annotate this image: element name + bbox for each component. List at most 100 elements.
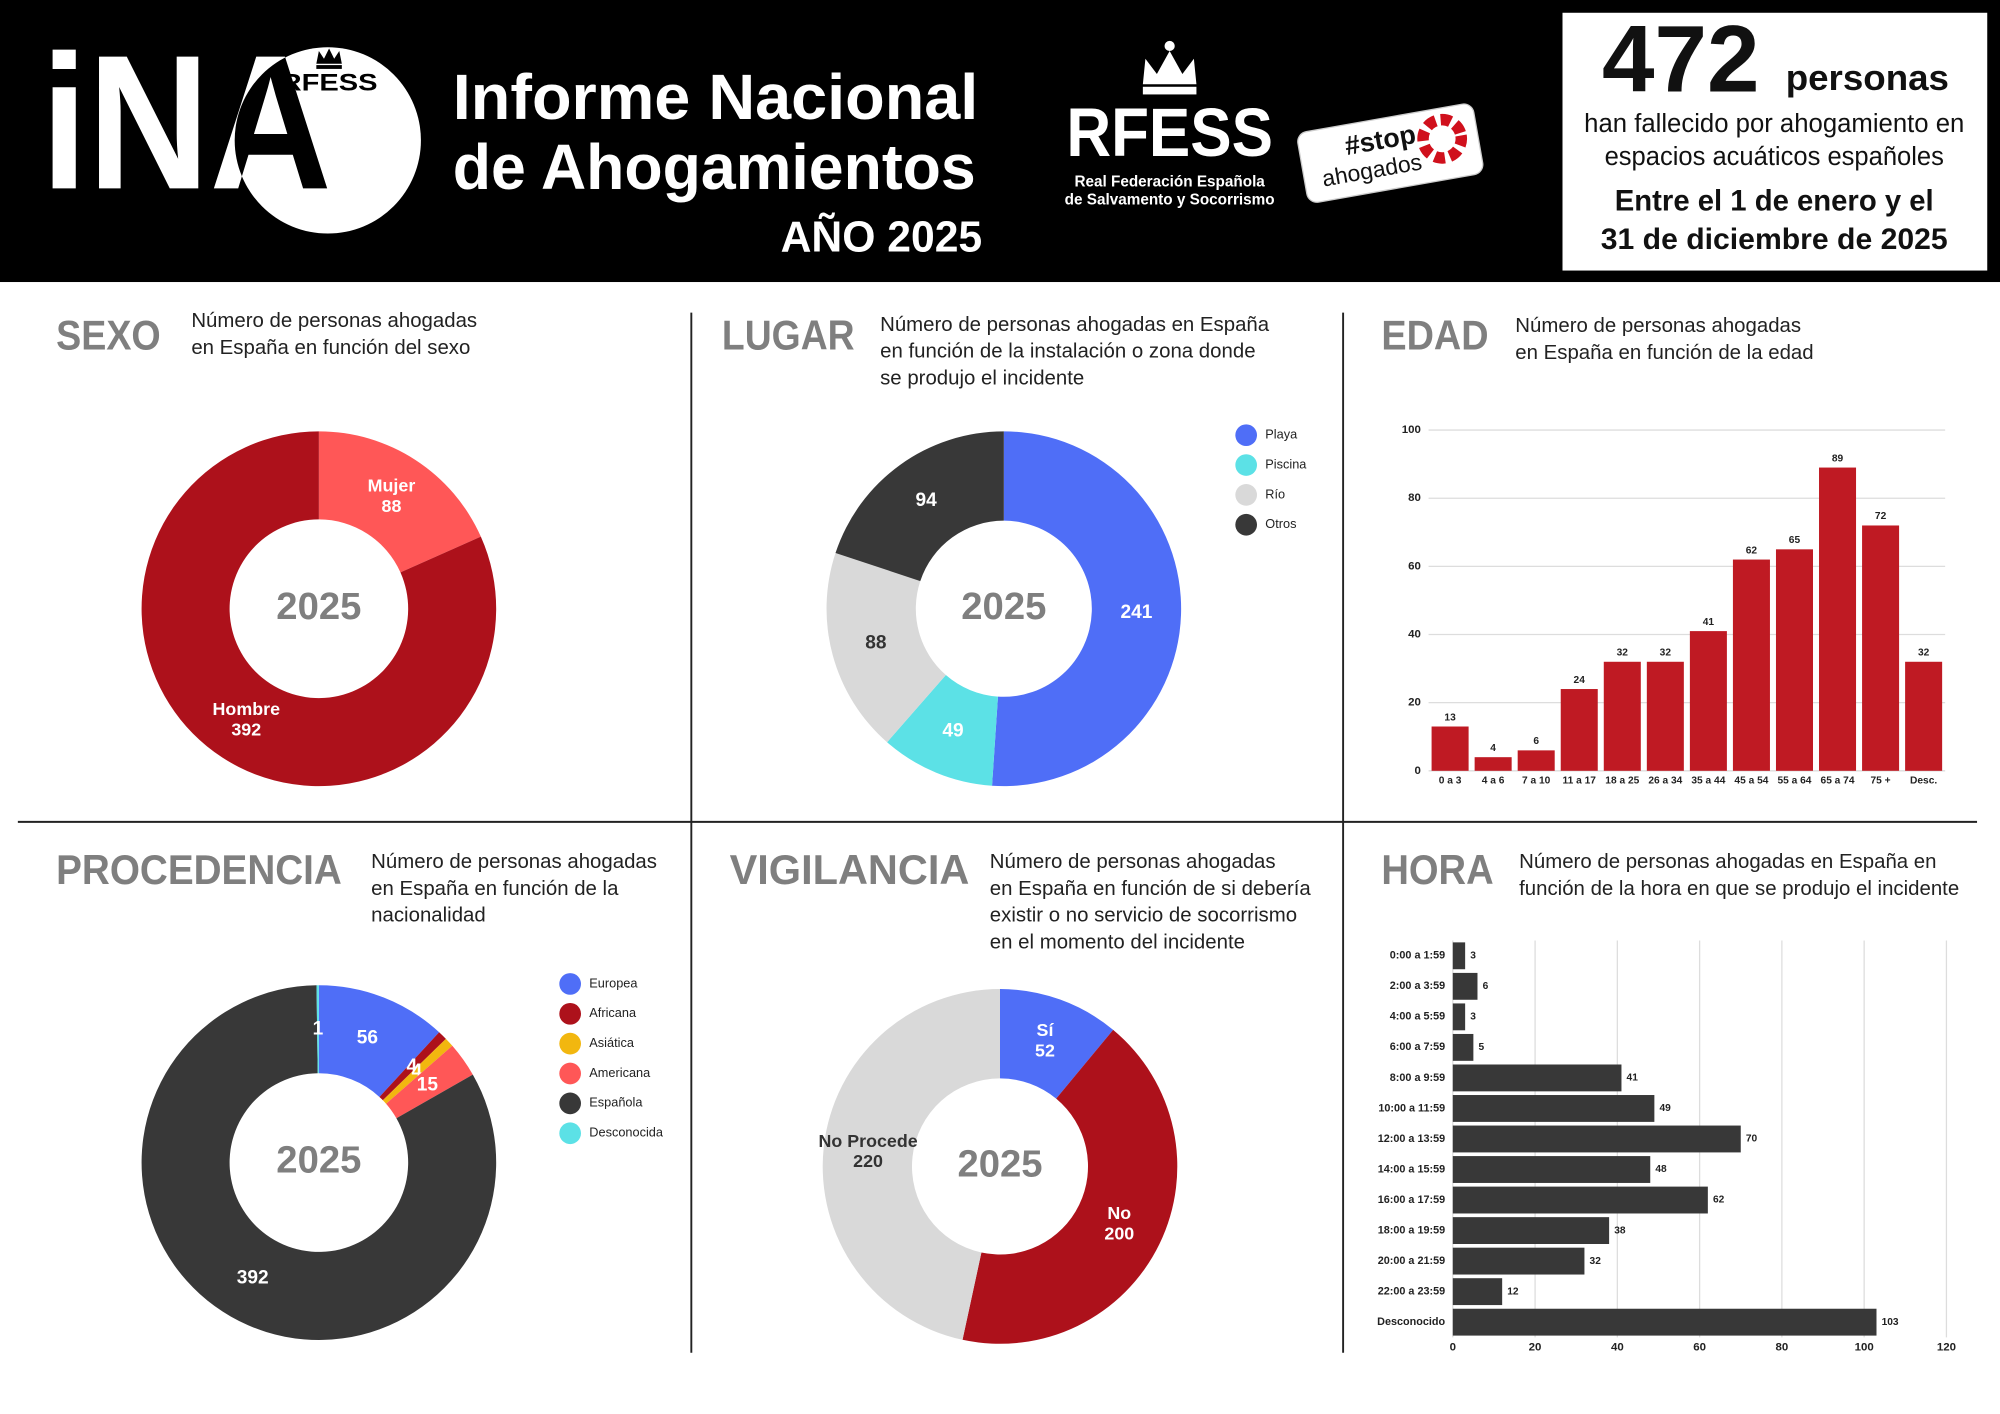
panel-subtitle: Número de personas ahogadas [1515,315,1801,337]
panel-subtitle: en España en función del sexo [191,337,470,359]
lifebuoy-icon [1417,113,1468,164]
y-tick-label: 6:00 a 7:59 [1390,1041,1445,1053]
slice-label: 241 [1120,602,1152,623]
y-tick-label: Desconocido [1377,1316,1445,1328]
panel-subtitle: Número de personas ahogadas [371,851,657,873]
summary-count: 472 [1602,7,1759,112]
y-tick-label: 40 [1408,629,1421,641]
donut-slice [318,985,440,1097]
logo-badge: RFESS [281,70,378,97]
panel-title: EDAD [1381,311,1488,358]
bar [1474,757,1512,771]
panel-subtitle: en función de la instalación o zona dond… [880,341,1255,363]
value-label: 6 [1483,981,1489,992]
value-label: 62 [1746,545,1758,556]
bar [1775,549,1813,771]
bar [1646,661,1684,771]
slice-label: 220 [853,1151,883,1171]
slice-name: Mujer [368,475,416,495]
y-tick-label: 80 [1408,492,1421,504]
panel-subtitle: Número de personas ahogadas en España en [1519,851,1936,873]
value-label: 32 [1617,648,1629,659]
summary-text: han fallecido por ahogamiento en [1584,110,1964,138]
legend-label: Americana [589,1065,651,1080]
panel-title: LUGAR [722,311,855,358]
summary-period: Entre el 1 de enero y el [1615,185,1934,218]
slice-label: 200 [1104,1223,1134,1243]
legend-label: Río [1265,486,1285,501]
panel-subtitle: existir o no servicio de socorrismo [990,905,1297,927]
legend-swatch [559,1032,581,1055]
value-label: 32 [1660,648,1672,659]
value-label: 6 [1533,736,1539,747]
legend-label: Otros [1265,516,1296,531]
bar [1452,1278,1503,1306]
x-tick-label: 26 a 34 [1648,776,1682,787]
y-tick-label: 16:00 a 17:59 [1378,1194,1445,1206]
bar [1862,525,1900,771]
bar [1452,1033,1474,1061]
panel-subtitle: en España en función de la [371,878,619,900]
bar [1452,1156,1651,1183]
value-label: 38 [1614,1225,1626,1236]
panel-subtitle: en España en función de la edad [1515,342,1813,364]
bar [1517,750,1555,771]
panel-title: SEXO [56,311,161,358]
bar [1452,1217,1610,1245]
x-tick-label: 20 [1529,1342,1542,1354]
bar [1452,972,1478,1000]
value-label: 3 [1470,950,1476,961]
value-label: 3 [1470,1012,1476,1023]
donut-slice [318,431,481,573]
y-tick-label: 20 [1408,697,1421,709]
legend-swatch [559,1062,581,1085]
donut-slice [835,431,1004,582]
center-label: 2025 [957,1143,1042,1186]
legend-label: Africana [589,1005,637,1020]
summary-unit: personas [1786,58,1949,98]
donut-slice [962,1029,1178,1344]
slice-label: 88 [865,633,887,654]
bar [1452,1125,1741,1153]
x-tick-label: 7 a 10 [1522,776,1551,787]
slice-label: 4 [411,1061,422,1082]
value-label: 89 [1832,453,1844,464]
panel-subtitle: nacionalidad [371,905,486,927]
slice-label: 392 [231,720,261,740]
crown-icon [1142,40,1197,95]
campaign-badge: #stop ahogados [1297,103,1484,203]
donut-slice [386,1045,473,1119]
y-tick-label: 0 [1415,765,1421,777]
legend-swatch [559,1002,581,1025]
bar [1452,1003,1466,1031]
panel-subtitle: en España en función de si debería [990,878,1312,900]
x-tick-label: 100 [1855,1342,1874,1354]
bar [1689,631,1727,771]
bar [1452,1247,1585,1275]
donut-slice [826,553,946,743]
x-tick-label: 55 a 64 [1777,776,1811,787]
panel-title: HORA [1381,846,1493,893]
value-label: 41 [1703,617,1715,628]
donut-slice [141,985,497,1340]
legend-label: Piscina [1265,456,1307,471]
value-label: 32 [1590,1256,1602,1267]
legend-label: Europea [589,975,638,990]
legend-swatch [1235,454,1258,476]
header-title: de Ahogamientos [453,131,976,203]
x-tick-label: 4 a 6 [1482,776,1505,787]
value-label: 13 [1444,712,1456,723]
slice-name: Sí [1037,1020,1055,1040]
center-label: 2025 [276,1139,361,1182]
logo: iNA [41,15,332,229]
value-label: 65 [1789,535,1801,546]
legend-swatch [559,973,581,995]
value-label: 41 [1627,1073,1639,1084]
legend-label: Española [589,1095,643,1110]
legend-label: Asiática [589,1035,635,1050]
bar [1819,467,1857,771]
legend-swatch [1235,424,1258,447]
y-tick-label: 60 [1408,560,1421,572]
y-tick-label: 12:00 a 13:59 [1378,1133,1445,1145]
